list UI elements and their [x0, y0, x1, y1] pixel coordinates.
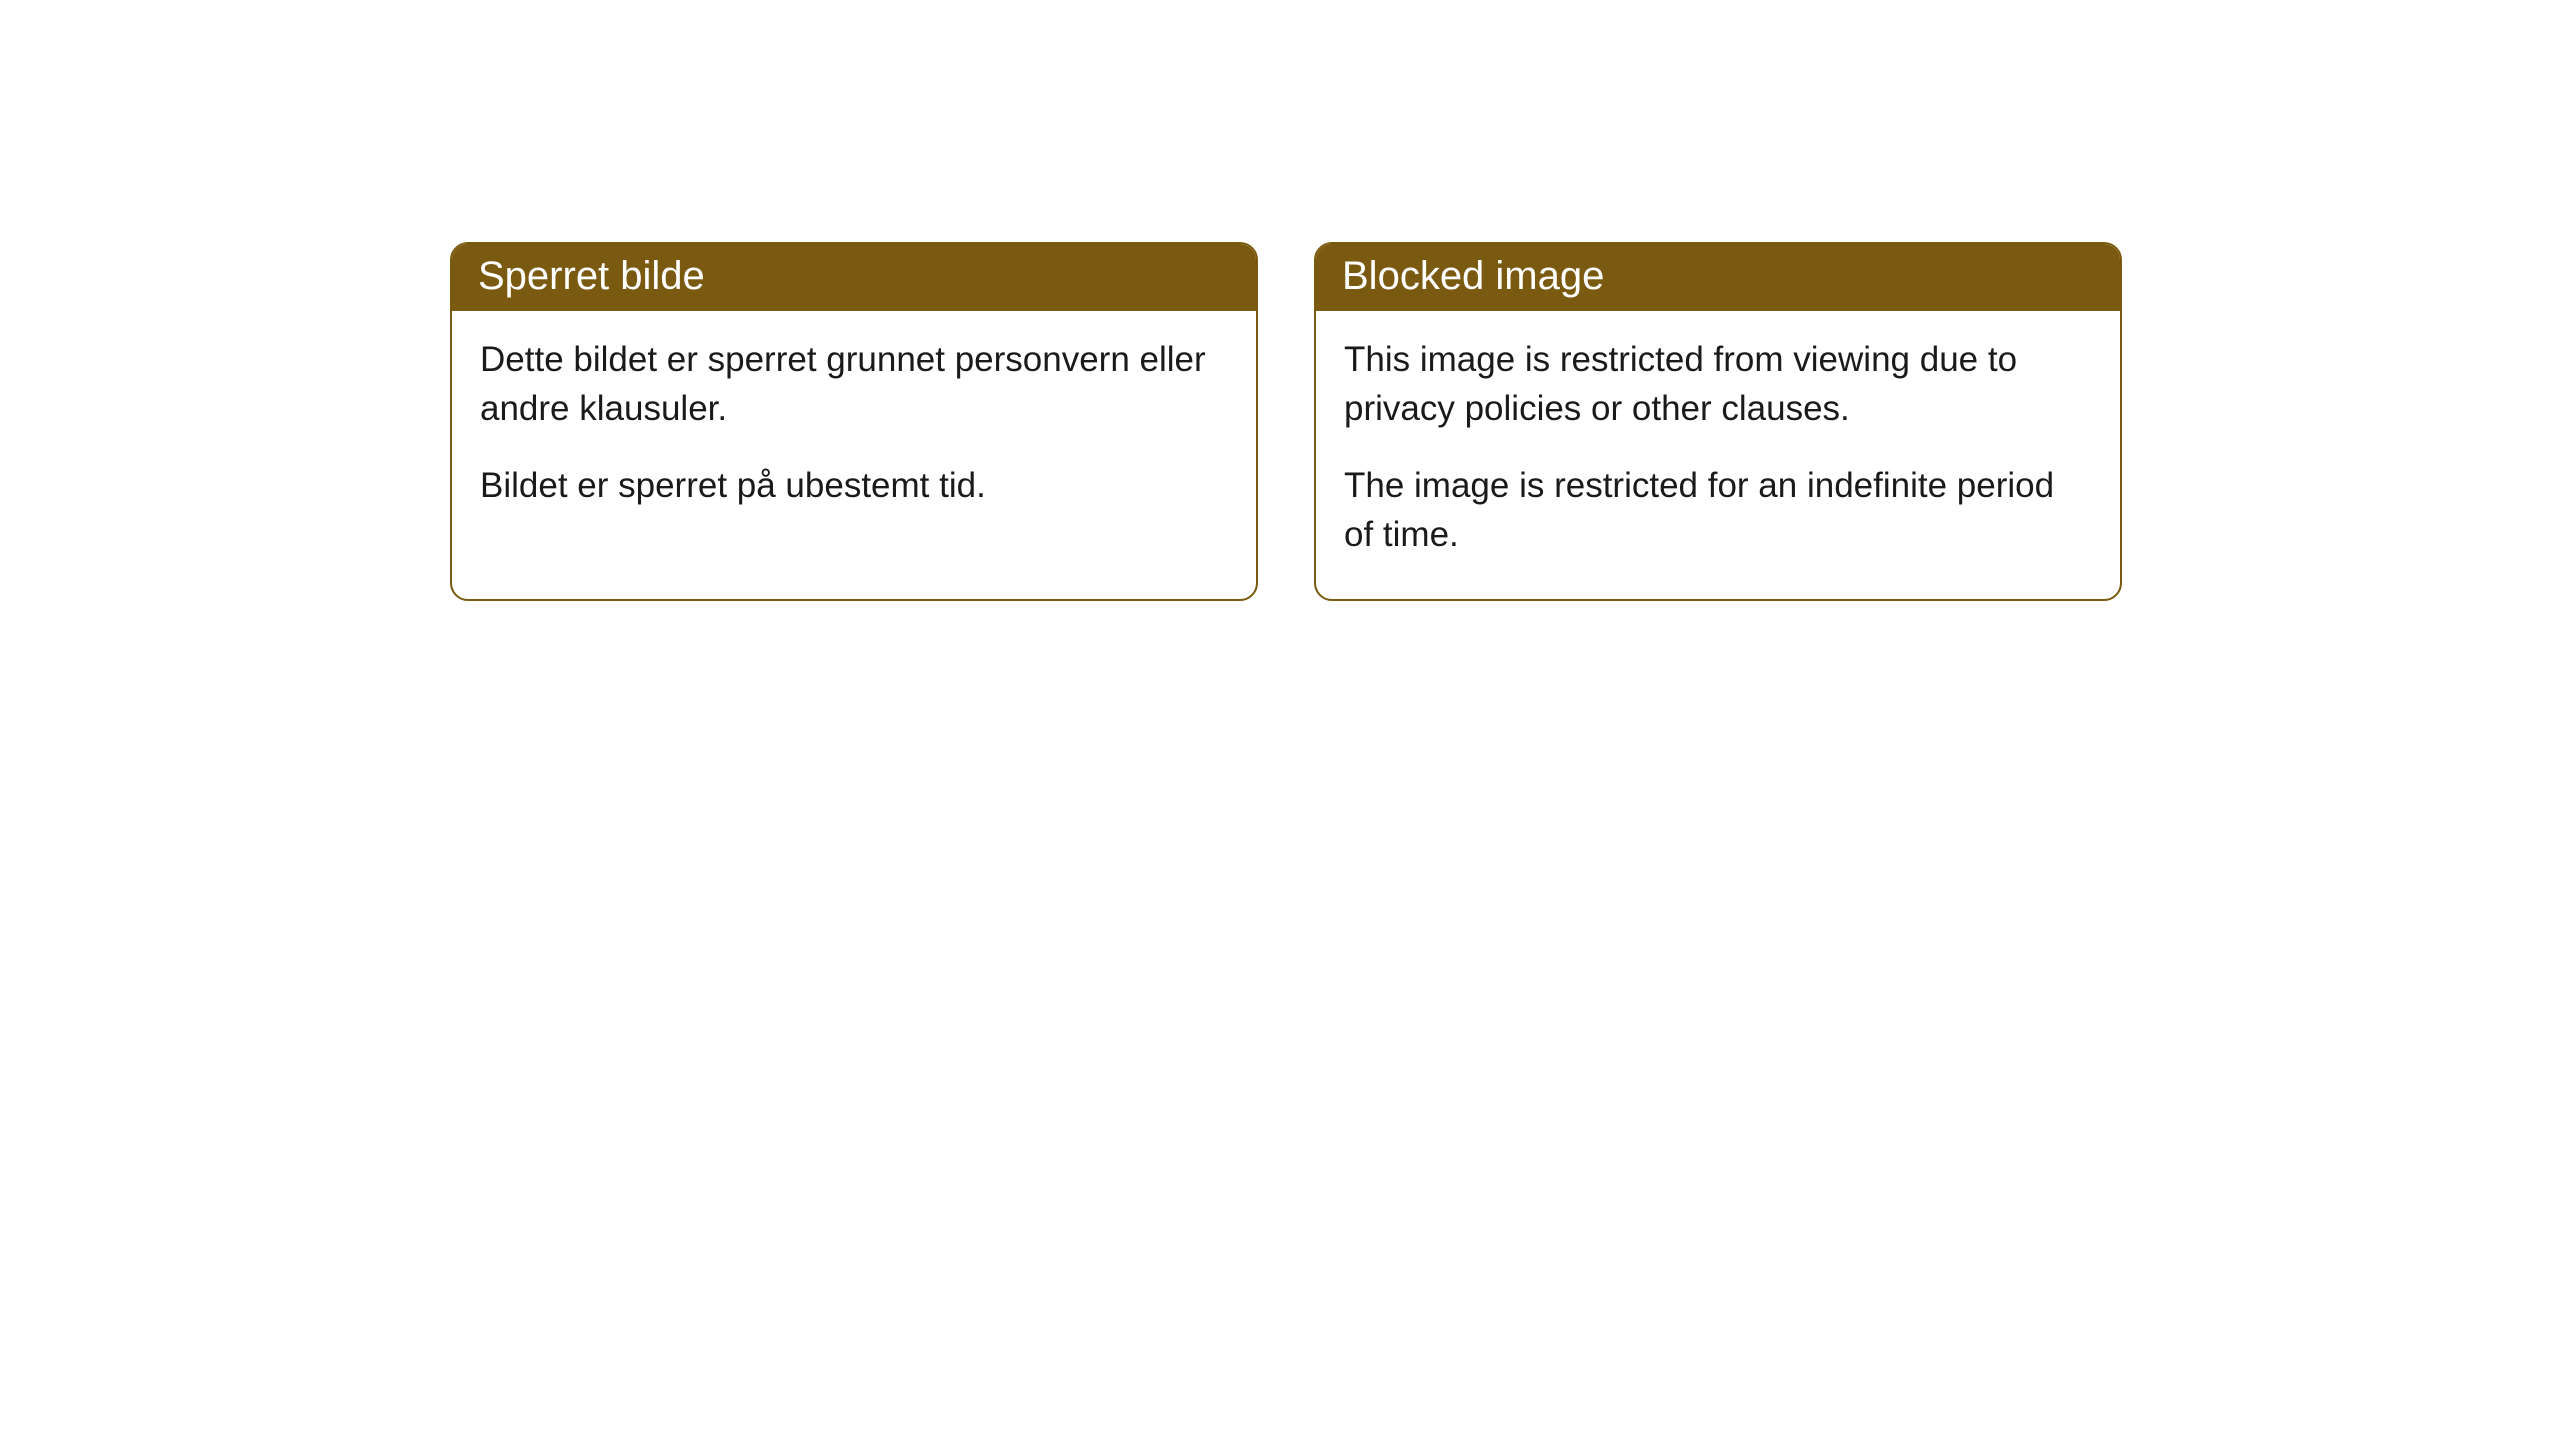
- notice-text-1: Dette bildet er sperret grunnet personve…: [480, 335, 1228, 433]
- card-title: Sperret bilde: [452, 244, 1256, 311]
- notice-text-2: Bildet er sperret på ubestemt tid.: [480, 461, 1228, 510]
- notice-text-2: The image is restricted for an indefinit…: [1344, 461, 2092, 559]
- card-title: Blocked image: [1316, 244, 2120, 311]
- card-body: Dette bildet er sperret grunnet personve…: [452, 311, 1256, 550]
- blocked-image-card-en: Blocked image This image is restricted f…: [1314, 242, 2122, 601]
- blocked-image-card-no: Sperret bilde Dette bildet er sperret gr…: [450, 242, 1258, 601]
- card-body: This image is restricted from viewing du…: [1316, 311, 2120, 599]
- notice-container: Sperret bilde Dette bildet er sperret gr…: [0, 0, 2560, 601]
- notice-text-1: This image is restricted from viewing du…: [1344, 335, 2092, 433]
